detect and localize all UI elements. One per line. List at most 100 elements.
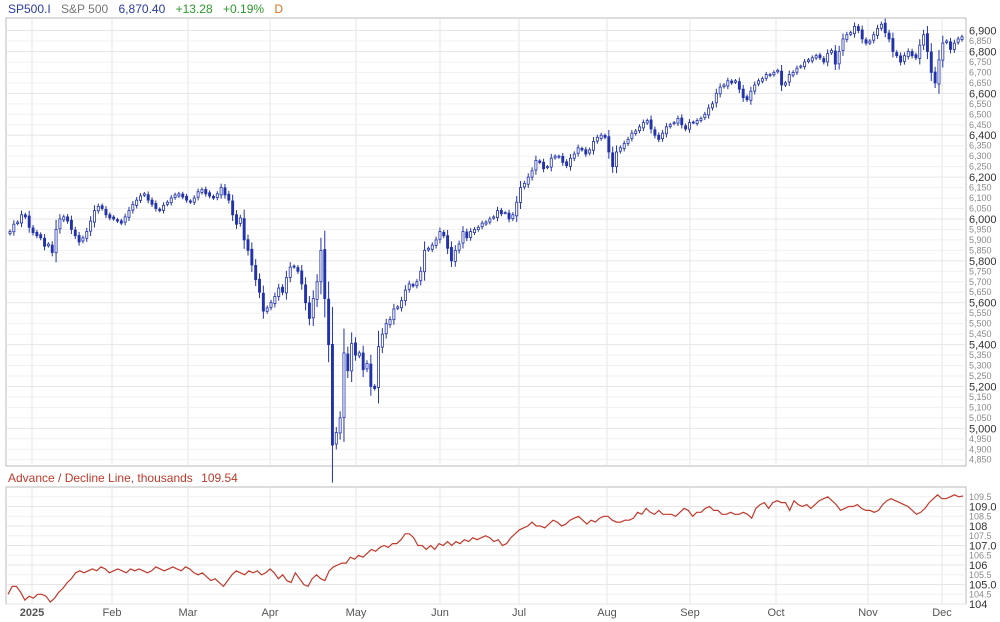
candle-body [127,210,131,218]
price-y-minor-tick-label: 4,900 [969,444,992,454]
candle-body [937,59,941,85]
candle-body [676,118,680,124]
candle-body [787,74,791,83]
candle-body [592,141,595,151]
candle-body [910,51,914,57]
candle-body [85,231,89,239]
candle-body [783,82,787,86]
candle-body [50,244,54,253]
candle-body [231,200,235,216]
candle-body [565,161,569,166]
candle-body [281,286,285,293]
candle-body [254,265,258,281]
price-y-minor-tick-label: 5,050 [969,413,992,423]
x-tick-label: Aug [597,607,617,619]
price-y-minor-tick-label: 6,450 [969,120,992,130]
candle-body [119,220,123,224]
candle-body [407,283,411,290]
candle-body [534,159,538,171]
candle-body [158,208,162,211]
candle-body [887,32,891,40]
ad-y-tick-label: 106 [969,560,987,572]
x-tick-label: 2025 [20,607,44,619]
candle-body [39,234,43,239]
candle-body [411,284,415,287]
candle-body [438,231,442,240]
candle-body [668,124,672,128]
candle-body [169,197,173,204]
candle-body [634,130,638,134]
candle-body [499,209,503,215]
candle-body [200,189,204,193]
candle-body [219,187,223,196]
candle-body [526,176,530,185]
candle-body [691,121,695,124]
candle-body [162,204,166,211]
candle-body [338,417,342,434]
ad-y-tick-label: 109.0 [969,502,997,514]
candle-body [116,219,119,222]
price-y-minor-tick-label: 5,150 [969,392,992,402]
ad-y-tick-label: 108 [969,521,987,533]
candle-body [269,302,273,308]
candle-body [377,346,380,388]
candle-body [46,243,50,247]
candle-body [849,32,853,35]
candle-body [307,302,311,319]
candle-body [357,352,361,357]
candle-body [603,135,607,138]
candle-body [476,226,480,231]
ad-line-series [7,493,964,603]
candle-body [66,216,70,222]
candle-body [868,40,872,44]
candle-body [43,237,47,247]
candle-body [89,220,93,232]
candle-body [776,69,780,73]
candle-body [315,281,319,300]
period-button[interactable]: D [274,2,284,16]
price-panel-frame [5,17,967,467]
indicator-last-value: 109.54 [201,471,238,485]
candle-body [699,118,703,121]
candle-body [142,193,146,196]
candle-body [319,249,323,283]
candle-body [480,222,484,228]
candle-body [442,231,446,237]
candle-body [615,151,618,168]
candle-body [780,70,784,86]
price-y-minor-tick-label: 5,650 [969,287,992,297]
candle-body [749,90,753,101]
candle-body [672,122,676,125]
price-y-minor-tick-label: 6,550 [969,99,992,109]
candle-body [757,80,761,85]
candle-body [745,96,749,101]
candle-body [707,107,711,116]
candle-body [323,249,327,299]
x-tick-label: Nov [858,607,878,619]
candle-body [354,342,357,356]
candle-body [568,157,572,167]
candle-body [584,149,588,155]
price-y-major-tick-label: 6,200 [969,172,997,184]
candle-body [346,353,350,372]
candle-body [519,187,523,203]
candle-body [515,201,519,217]
price-y-minor-tick-label: 4,950 [969,434,992,444]
candle-body [135,199,139,206]
candle-body [830,50,833,54]
candle-body [860,29,864,40]
price-y-minor-tick-label: 6,150 [969,183,992,193]
candle-body [242,218,246,241]
price-y-minor-tick-label: 5,500 [969,319,992,329]
price-y-minor-tick-label: 6,650 [969,78,992,88]
candle-body [891,38,895,52]
symbol-label[interactable]: SP500.I [8,2,51,16]
x-tick-label: Jul [512,607,526,619]
candle-body [895,52,899,57]
price-y-minor-tick-label: 5,750 [969,266,992,276]
candle-body [446,235,450,249]
candle-body [833,50,837,65]
candle-body [572,153,576,159]
